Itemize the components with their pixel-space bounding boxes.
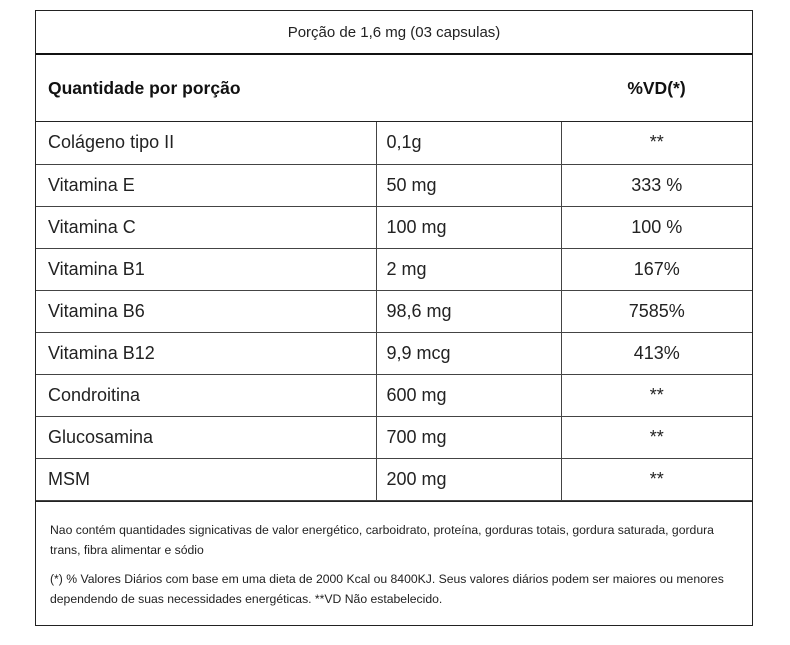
nutrient-vd: **: [560, 457, 752, 501]
footnotes: Nao contém quantidades signicativas de v…: [36, 500, 752, 609]
nutrient-name: Vitamina E: [36, 163, 377, 207]
vd-header: %VD(*): [627, 77, 686, 98]
nutrient-amount: 700 mg: [375, 415, 562, 459]
table-row: Vitamina B12 9,9 mcg 413%: [36, 331, 752, 375]
table-row: Vitamina B6 98,6 mg 7585%: [36, 289, 752, 333]
table-row: Colágeno tipo II 0,1g **: [36, 122, 752, 165]
nutrient-vd: 7585%: [560, 289, 752, 333]
nutrient-amount: 100 mg: [375, 205, 562, 249]
nutrient-amount: 2 mg: [375, 247, 562, 291]
nutrient-vd: **: [560, 415, 752, 459]
nutrient-name: Vitamina B1: [36, 247, 377, 291]
nutrient-name: MSM: [36, 457, 377, 501]
table-row: Glucosamina 700 mg **: [36, 415, 752, 459]
nutrient-name: Vitamina C: [36, 205, 377, 249]
nutrient-vd: **: [560, 122, 752, 165]
nutrient-amount: 200 mg: [375, 457, 562, 501]
nutrient-name: Vitamina B6: [36, 289, 377, 333]
portion-size: Porção de 1,6 mg (03 capsulas): [36, 11, 752, 55]
nutrient-name: Vitamina B12: [36, 331, 377, 375]
table-header: Quantidade por porção %VD(*): [36, 55, 752, 122]
table-row: Vitamina C 100 mg 100 %: [36, 205, 752, 249]
nutrient-name: Colágeno tipo II: [36, 122, 377, 165]
nutrient-amount: 0,1g: [375, 122, 562, 165]
nutrient-amount: 9,9 mcg: [375, 331, 562, 375]
table-row: Condroitina 600 mg **: [36, 373, 752, 417]
footnote-daily-values: (*) % Valores Diários com base em uma di…: [50, 571, 724, 606]
nutrient-vd: 167%: [560, 247, 752, 291]
nutrient-vd: 333 %: [560, 163, 752, 207]
nutrient-amount: 98,6 mg: [375, 289, 562, 333]
table-row: MSM 200 mg **: [36, 457, 752, 501]
nutrient-vd: **: [560, 373, 752, 417]
footnote-nutrients: Nao contém quantidades signicativas de v…: [50, 522, 714, 557]
nutrient-vd: 413%: [560, 331, 752, 375]
table-row: Vitamina E 50 mg 333 %: [36, 163, 752, 207]
nutrient-amount: 600 mg: [375, 373, 562, 417]
nutrition-table: Colágeno tipo II 0,1g ** Vitamina E 50 m…: [36, 122, 752, 501]
nutrient-vd: 100 %: [560, 205, 752, 249]
table-row: Vitamina B1 2 mg 167%: [36, 247, 752, 291]
nutrition-facts-panel: Porção de 1,6 mg (03 capsulas) Quantidad…: [35, 10, 753, 626]
nutrient-name: Glucosamina: [36, 415, 377, 459]
nutrient-name: Condroitina: [36, 373, 377, 417]
quantity-header: Quantidade por porção: [48, 77, 241, 98]
nutrient-amount: 50 mg: [375, 163, 562, 207]
